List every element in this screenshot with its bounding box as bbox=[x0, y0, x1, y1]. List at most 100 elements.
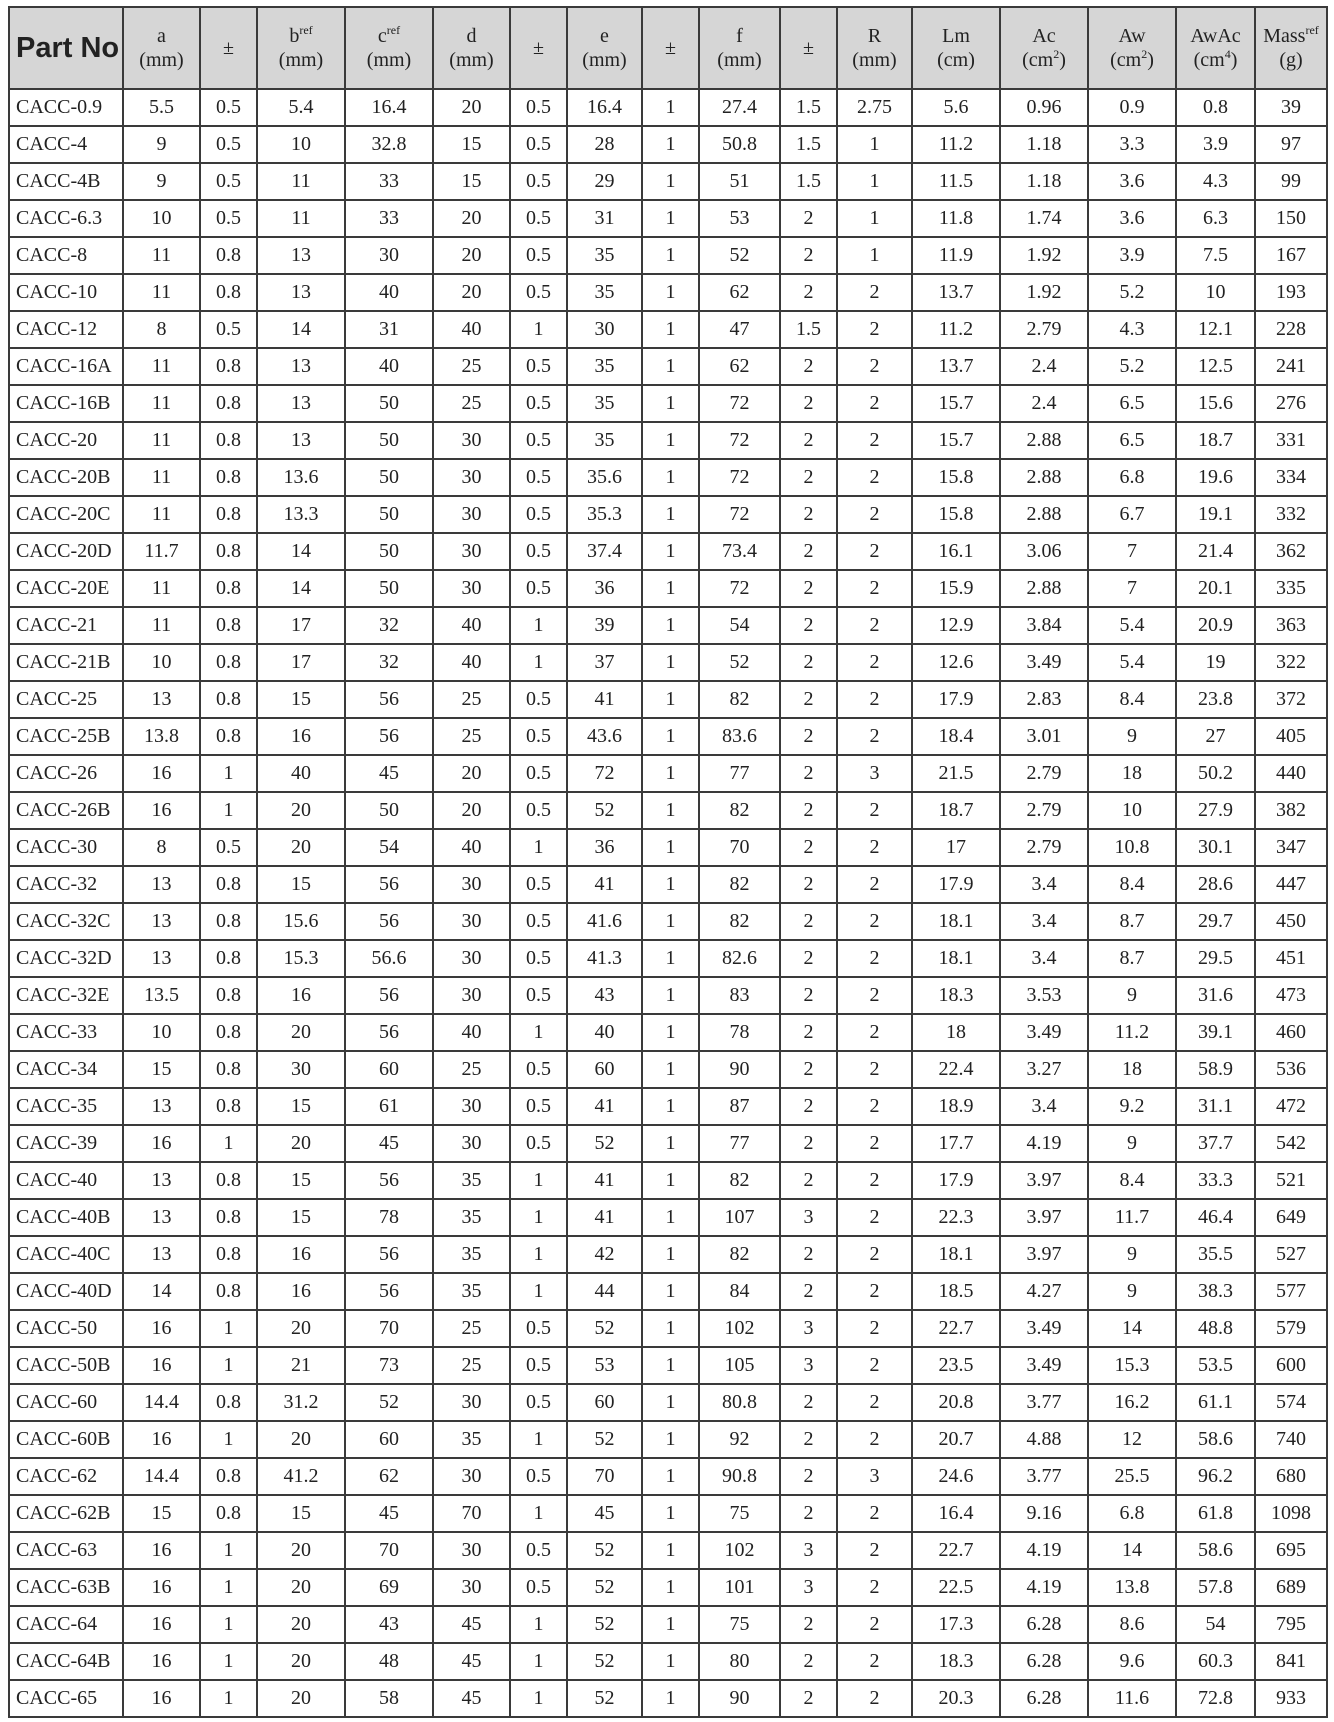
cell: 3.97 bbox=[999, 1198, 1089, 1237]
cell: 15 bbox=[256, 680, 346, 719]
superscript: ref bbox=[299, 23, 313, 37]
cell: 2 bbox=[836, 1124, 913, 1163]
part-number: CACC-25B bbox=[8, 717, 124, 756]
header-text: (g) bbox=[1279, 49, 1303, 71]
header-unit: (mm) bbox=[124, 48, 199, 72]
cell: 0.5 bbox=[509, 902, 568, 941]
cell: 0.8 bbox=[199, 1050, 258, 1089]
cell: 0.8 bbox=[199, 1494, 258, 1533]
cell: 31.6 bbox=[1175, 976, 1256, 1015]
cell: 56 bbox=[344, 902, 434, 941]
header-text: Aw bbox=[1118, 25, 1146, 47]
cell: 1 bbox=[641, 1235, 700, 1274]
cell: 1 bbox=[509, 1494, 568, 1533]
cell: 18.1 bbox=[911, 902, 1001, 941]
cell: 21.5 bbox=[911, 754, 1001, 793]
cell: 3.97 bbox=[999, 1161, 1089, 1200]
cell: 28 bbox=[566, 125, 643, 164]
part-number: CACC-32E bbox=[8, 976, 124, 1015]
cell: 13 bbox=[122, 902, 201, 941]
part-number: CACC-50B bbox=[8, 1346, 124, 1385]
cell: 23.5 bbox=[911, 1346, 1001, 1385]
cell: 15.9 bbox=[911, 569, 1001, 608]
cell: 58.9 bbox=[1175, 1050, 1256, 1089]
cell: 8.7 bbox=[1087, 939, 1177, 978]
cell: 43 bbox=[566, 976, 643, 1015]
cell: 2 bbox=[836, 606, 913, 645]
cell: 56 bbox=[344, 717, 434, 756]
cell: 2 bbox=[836, 791, 913, 830]
cell: 17 bbox=[911, 828, 1001, 867]
cell: 72 bbox=[698, 458, 781, 497]
cell: 13.8 bbox=[1087, 1568, 1177, 1607]
cell: 22.4 bbox=[911, 1050, 1001, 1089]
header-name: d bbox=[467, 25, 477, 47]
cell: 35 bbox=[566, 384, 643, 423]
header-text: Ac bbox=[1032, 25, 1056, 47]
cell: 70 bbox=[698, 828, 781, 867]
cell: 84 bbox=[698, 1272, 781, 1311]
cell: 1 bbox=[836, 199, 913, 238]
cell: 16 bbox=[256, 1235, 346, 1274]
cell: 22.7 bbox=[911, 1309, 1001, 1348]
cell: 37 bbox=[566, 643, 643, 682]
cell: 2 bbox=[779, 606, 838, 645]
cell: 9 bbox=[1087, 1272, 1177, 1311]
cell: 363 bbox=[1254, 606, 1328, 645]
cell: 13 bbox=[256, 384, 346, 423]
cell: 41.2 bbox=[256, 1457, 346, 1496]
cell: 1 bbox=[641, 236, 700, 275]
cell: 52 bbox=[566, 791, 643, 830]
cell: 56 bbox=[344, 680, 434, 719]
cell: 52 bbox=[698, 236, 781, 275]
cell: 2 bbox=[779, 236, 838, 275]
cell: 2 bbox=[779, 1161, 838, 1200]
cell: 579 bbox=[1254, 1309, 1328, 1348]
cell: 16.1 bbox=[911, 532, 1001, 571]
table-row: CACC-40 13 0.8 15 56 35 1 41 1 82 2 2 17.9 3.97 8.4 33.… bbox=[8, 1161, 1328, 1200]
cell: 17.9 bbox=[911, 680, 1001, 719]
cell: 1 bbox=[836, 125, 913, 164]
cell: 35 bbox=[432, 1198, 511, 1237]
header-unit: (mm) bbox=[434, 48, 509, 72]
table-container: Part No a (mm) ± bref (mm) cref (mm) d (mm) ± e (mm)… bbox=[8, 6, 1328, 1718]
cell: 4.88 bbox=[999, 1420, 1089, 1459]
cell: 82 bbox=[698, 865, 781, 904]
cell: 2 bbox=[836, 1050, 913, 1089]
part-number: CACC-32C bbox=[8, 902, 124, 941]
cell: 41.3 bbox=[566, 939, 643, 978]
cell: 1 bbox=[641, 939, 700, 978]
table-row: CACC-32D 13 0.8 15.3 56.6 30 0.5 41.3 1 82.6 2 2 18.… bbox=[8, 939, 1328, 978]
cell: 35 bbox=[432, 1235, 511, 1274]
cell: 2.79 bbox=[999, 754, 1089, 793]
cell: 0.5 bbox=[509, 717, 568, 756]
cell: 20.7 bbox=[911, 1420, 1001, 1459]
cell: 17 bbox=[256, 606, 346, 645]
cell: 13 bbox=[122, 865, 201, 904]
column-header: Aw (cm2) bbox=[1087, 6, 1177, 90]
cell: 54 bbox=[344, 828, 434, 867]
cell: 2 bbox=[836, 1679, 913, 1718]
header-text: (mm) bbox=[852, 49, 897, 71]
cell: 2 bbox=[836, 1420, 913, 1459]
header-name: cref bbox=[378, 24, 400, 47]
cell: 0.8 bbox=[199, 976, 258, 1015]
cell: 14 bbox=[1087, 1309, 1177, 1348]
cell: 14 bbox=[256, 532, 346, 571]
cell: 1 bbox=[641, 1679, 700, 1718]
cell: 12.9 bbox=[911, 606, 1001, 645]
cell: 1 bbox=[641, 1013, 700, 1052]
cell: 41 bbox=[566, 1161, 643, 1200]
cell: 574 bbox=[1254, 1383, 1328, 1422]
cell: 20 bbox=[432, 236, 511, 275]
table-row: CACC-16B 11 0.8 13 50 25 0.5 35 1 72 2 2 15.7 2.4 6.5 1… bbox=[8, 384, 1328, 423]
cell: 841 bbox=[1254, 1642, 1328, 1681]
header-text: AwAc bbox=[1190, 25, 1241, 47]
cell: 10 bbox=[122, 1013, 201, 1052]
cell: 17 bbox=[256, 643, 346, 682]
cell: 0.8 bbox=[1175, 88, 1256, 127]
cell: 12 bbox=[1087, 1420, 1177, 1459]
cell: 11.7 bbox=[1087, 1198, 1177, 1237]
cell: 0.5 bbox=[509, 976, 568, 1015]
cell: 30 bbox=[432, 569, 511, 608]
